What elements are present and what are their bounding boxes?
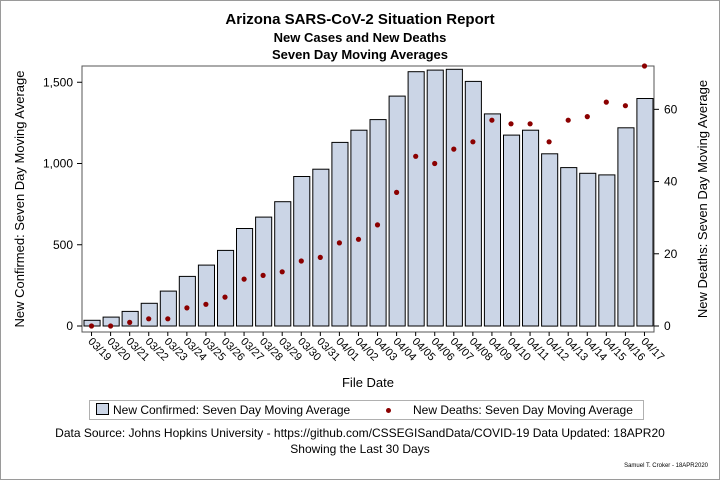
death-point-03-20 bbox=[108, 323, 114, 329]
bar-04-08 bbox=[464, 80, 482, 327]
bar-04-01 bbox=[331, 141, 349, 327]
death-point-03-25 bbox=[203, 301, 209, 307]
death-point-03-31 bbox=[317, 254, 323, 260]
death-point-04-02 bbox=[355, 236, 362, 242]
death-point-03-29 bbox=[279, 269, 285, 275]
death-point-04-09 bbox=[489, 117, 495, 123]
death-point-04-01 bbox=[336, 240, 342, 246]
death-point-04-06 bbox=[432, 160, 438, 167]
bar-03-23 bbox=[159, 290, 177, 327]
bar-04-04 bbox=[388, 95, 406, 327]
death-point-04-15 bbox=[603, 99, 609, 105]
bar-04-05 bbox=[407, 71, 425, 327]
bar-03-21 bbox=[121, 310, 139, 327]
death-point-04-14 bbox=[584, 114, 590, 120]
death-point-03-21 bbox=[127, 319, 133, 325]
bar-04-14 bbox=[579, 172, 597, 327]
bar-04-02 bbox=[350, 129, 368, 327]
bar-04-10 bbox=[503, 134, 521, 327]
y2-axis-title: New Deaths: Seven Day Moving Average bbox=[695, 80, 710, 318]
death-point-03-19 bbox=[88, 323, 95, 329]
chart-subtitle-1: New Cases and New Deaths bbox=[273, 30, 447, 45]
legend-item-deaths: New Deaths: Seven Day Moving Average bbox=[384, 401, 633, 419]
legend-swatch-bar bbox=[96, 403, 109, 415]
death-point-03-23 bbox=[165, 316, 171, 322]
bar-03-26 bbox=[217, 249, 235, 327]
death-point-03-26 bbox=[222, 294, 228, 300]
death-point-04-10 bbox=[508, 121, 514, 127]
y-tick-label-1500: 1,500 bbox=[43, 75, 73, 89]
bar-03-25 bbox=[197, 264, 215, 327]
death-point-03-30 bbox=[298, 258, 304, 264]
death-point-04-17 bbox=[641, 63, 648, 69]
data-source-note: Data Source: Johns Hopkins University - … bbox=[55, 426, 665, 440]
bar-03-28 bbox=[255, 216, 273, 327]
y2-tick-label-60: 60 bbox=[664, 102, 678, 116]
death-point-04-04 bbox=[394, 189, 400, 195]
bar-04-11 bbox=[522, 129, 540, 327]
bar-04-15 bbox=[598, 174, 616, 327]
window-note: Showing the Last 30 Days bbox=[290, 442, 430, 456]
death-point-03-24 bbox=[184, 305, 190, 311]
death-point-04-05 bbox=[413, 153, 419, 159]
y-tick-label-1000: 1,000 bbox=[43, 157, 73, 171]
bar-04-07 bbox=[445, 68, 463, 327]
bar-04-09 bbox=[483, 113, 501, 327]
title-block: Arizona SARS-CoV-2 Situation Report New … bbox=[0, 10, 720, 63]
y2-tick-label-0: 0 bbox=[664, 319, 671, 333]
death-point-03-28 bbox=[260, 272, 266, 278]
death-point-04-13 bbox=[565, 117, 571, 123]
y-tick-label-500: 500 bbox=[53, 238, 73, 252]
death-point-04-11 bbox=[527, 121, 533, 127]
death-point-04-07 bbox=[451, 146, 457, 152]
bar-04-12 bbox=[541, 153, 559, 327]
death-point-04-03 bbox=[374, 222, 381, 228]
death-point-04-12 bbox=[546, 139, 552, 145]
bar-03-29 bbox=[274, 201, 292, 327]
chart-subtitle-2: Seven Day Moving Averages bbox=[271, 47, 449, 62]
bar-04-06 bbox=[426, 69, 444, 327]
death-point-03-27 bbox=[241, 276, 247, 282]
legend-label-deaths: New Deaths: Seven Day Moving Average bbox=[413, 403, 633, 417]
legend: New Confirmed: Seven Day Moving Average … bbox=[89, 400, 644, 420]
y2-tick-label-40: 40 bbox=[664, 175, 678, 189]
y-axis-title: New Confirmed: Seven Day Moving Average bbox=[12, 71, 27, 328]
death-point-04-16 bbox=[622, 103, 629, 109]
death-point-04-08 bbox=[470, 139, 476, 145]
death-point-03-22 bbox=[146, 316, 152, 322]
chart-title: Arizona SARS-CoV-2 Situation Report bbox=[225, 11, 495, 28]
bar-04-17 bbox=[636, 98, 654, 327]
author-credit: Samuel T. Croker - 18APR2020 bbox=[624, 463, 708, 469]
bar-03-22 bbox=[140, 302, 158, 327]
bar-03-24 bbox=[178, 275, 196, 327]
y2-tick-label-20: 20 bbox=[664, 247, 678, 261]
legend-item-cases: New Confirmed: Seven Day Moving Average bbox=[96, 401, 350, 419]
bar-03-30 bbox=[293, 176, 311, 327]
bar-04-13 bbox=[560, 167, 578, 327]
plot-area bbox=[81, 65, 655, 333]
y-tick-label-0: 0 bbox=[66, 319, 73, 333]
x-axis-title: File Date bbox=[342, 375, 394, 390]
bar-04-16 bbox=[617, 127, 635, 327]
bar-03-31 bbox=[312, 168, 330, 327]
legend-label-cases: New Confirmed: Seven Day Moving Average bbox=[113, 403, 351, 417]
legend-marker-dot bbox=[386, 408, 391, 413]
